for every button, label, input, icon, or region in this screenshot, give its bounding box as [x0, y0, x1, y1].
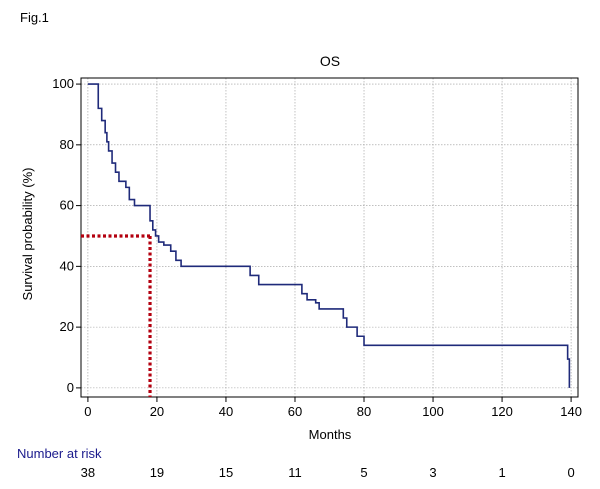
x-tick-label: 100 [422, 404, 444, 419]
x-tick-label: 140 [560, 404, 582, 419]
x-tick-label: 120 [491, 404, 513, 419]
y-axis-label: Survival probability (%) [20, 168, 35, 301]
y-tick-label: 60 [60, 198, 74, 213]
risk-count: 3 [429, 465, 436, 480]
axes: 0 20 40 60 80 100 120 140 0 20 40 60 80 100 [52, 76, 582, 419]
x-tick-label: 20 [150, 404, 164, 419]
survival-curve [87, 83, 571, 388]
x-axis-label: Months [309, 427, 352, 442]
grid [81, 78, 578, 397]
x-tick-label: 40 [219, 404, 233, 419]
y-tick-label: 100 [52, 76, 74, 91]
number-at-risk-row: 38 19 15 11 5 3 1 0 [81, 465, 575, 480]
x-tick-label: 60 [288, 404, 302, 419]
y-tick-label: 20 [60, 319, 74, 334]
x-tick-label: 80 [357, 404, 371, 419]
y-tick-label: 0 [67, 380, 74, 395]
survival-curve-group [87, 83, 571, 388]
risk-count: 15 [219, 465, 233, 480]
y-tick-label: 40 [60, 258, 74, 273]
figure-label: Fig.1 [20, 10, 49, 25]
median-marker [81, 234, 152, 397]
chart-title: OS [320, 53, 340, 69]
risk-count: 0 [567, 465, 574, 480]
x-tick-label: 0 [84, 404, 91, 419]
number-at-risk-label: Number at risk [17, 446, 102, 461]
risk-count: 5 [360, 465, 367, 480]
risk-count: 11 [288, 465, 302, 480]
risk-count: 38 [81, 465, 95, 480]
risk-count: 19 [150, 465, 164, 480]
y-tick-label: 80 [60, 137, 74, 152]
risk-count: 1 [498, 465, 505, 480]
plot-frame [80, 77, 579, 398]
